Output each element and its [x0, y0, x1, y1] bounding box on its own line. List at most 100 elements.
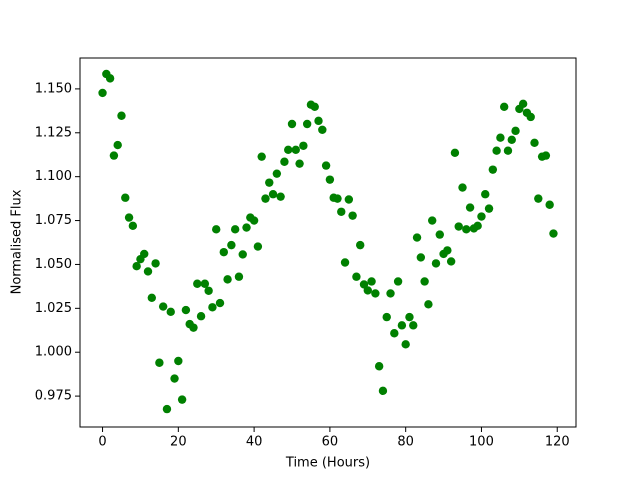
point [257, 152, 266, 161]
point [344, 195, 354, 204]
x-tick-label: 100 [469, 435, 494, 450]
plot-frame [79, 57, 577, 428]
x-tick-label: 20 [170, 435, 187, 450]
y-tick-label: 1.150 [35, 81, 72, 96]
point [412, 233, 422, 242]
point [302, 119, 312, 129]
point [166, 307, 175, 317]
point [333, 194, 342, 203]
point [272, 169, 282, 178]
point [541, 151, 551, 160]
point [143, 267, 153, 276]
point [121, 193, 130, 202]
point [352, 272, 361, 281]
point [499, 102, 509, 112]
point [363, 286, 372, 295]
point [219, 247, 228, 257]
point [276, 192, 285, 201]
point [465, 203, 475, 212]
point [416, 253, 426, 262]
point [488, 165, 498, 174]
y-tick-label: 1.000 [35, 345, 72, 360]
point [189, 323, 198, 332]
point [492, 146, 501, 155]
x-tick-label: 120 [545, 435, 570, 450]
point [473, 221, 482, 231]
point [367, 277, 376, 286]
point [124, 213, 134, 222]
point [386, 289, 395, 298]
point [310, 102, 319, 112]
point [268, 190, 278, 199]
point [397, 321, 407, 330]
point [147, 293, 157, 302]
point [356, 240, 365, 250]
point [227, 240, 236, 250]
point [230, 225, 240, 234]
point [234, 272, 244, 281]
point [162, 404, 172, 414]
point [174, 356, 183, 366]
point [382, 312, 391, 322]
point [507, 135, 516, 145]
point [348, 211, 357, 220]
point [284, 145, 293, 155]
point [318, 125, 327, 134]
point [291, 145, 300, 155]
x-tick-label: 0 [98, 435, 106, 450]
point [132, 261, 141, 271]
y-tick-label: 0.975 [35, 389, 72, 404]
point [193, 279, 202, 288]
point [435, 230, 444, 239]
point [378, 386, 388, 396]
point [321, 161, 331, 170]
point [481, 190, 490, 199]
point [477, 212, 486, 221]
point [484, 204, 494, 213]
y-tick-label: 1.125 [35, 125, 72, 140]
point [151, 259, 160, 268]
x-tick-label: 40 [246, 435, 263, 450]
point [128, 221, 138, 231]
point [503, 146, 513, 155]
point [314, 116, 323, 126]
point [340, 258, 350, 267]
point [518, 99, 528, 109]
y-axis-label: Normalised Flux [10, 189, 25, 294]
point [462, 225, 471, 234]
y-tick-label: 1.025 [35, 301, 72, 316]
point [155, 358, 164, 367]
point [530, 138, 539, 147]
point [105, 74, 115, 83]
y-tick-label: 1.050 [35, 257, 72, 272]
y-tick-label: 1.100 [35, 169, 72, 184]
point [511, 126, 520, 136]
point [249, 216, 259, 225]
point [98, 88, 107, 98]
point [238, 250, 247, 259]
point [140, 249, 149, 259]
point [390, 329, 399, 338]
y-tick-label: 1.075 [35, 213, 72, 228]
point [454, 222, 463, 231]
point [113, 140, 122, 150]
point [325, 175, 335, 184]
point [215, 298, 225, 308]
point [409, 321, 418, 330]
x-tick-label: 80 [397, 435, 414, 450]
point [170, 374, 179, 383]
point [200, 279, 210, 288]
point [196, 312, 206, 321]
point [496, 133, 505, 142]
point [280, 157, 289, 166]
point [117, 111, 126, 120]
point [242, 223, 251, 232]
point [428, 216, 437, 225]
point [371, 289, 380, 298]
point [208, 303, 217, 312]
point [374, 362, 384, 371]
point [458, 183, 467, 192]
